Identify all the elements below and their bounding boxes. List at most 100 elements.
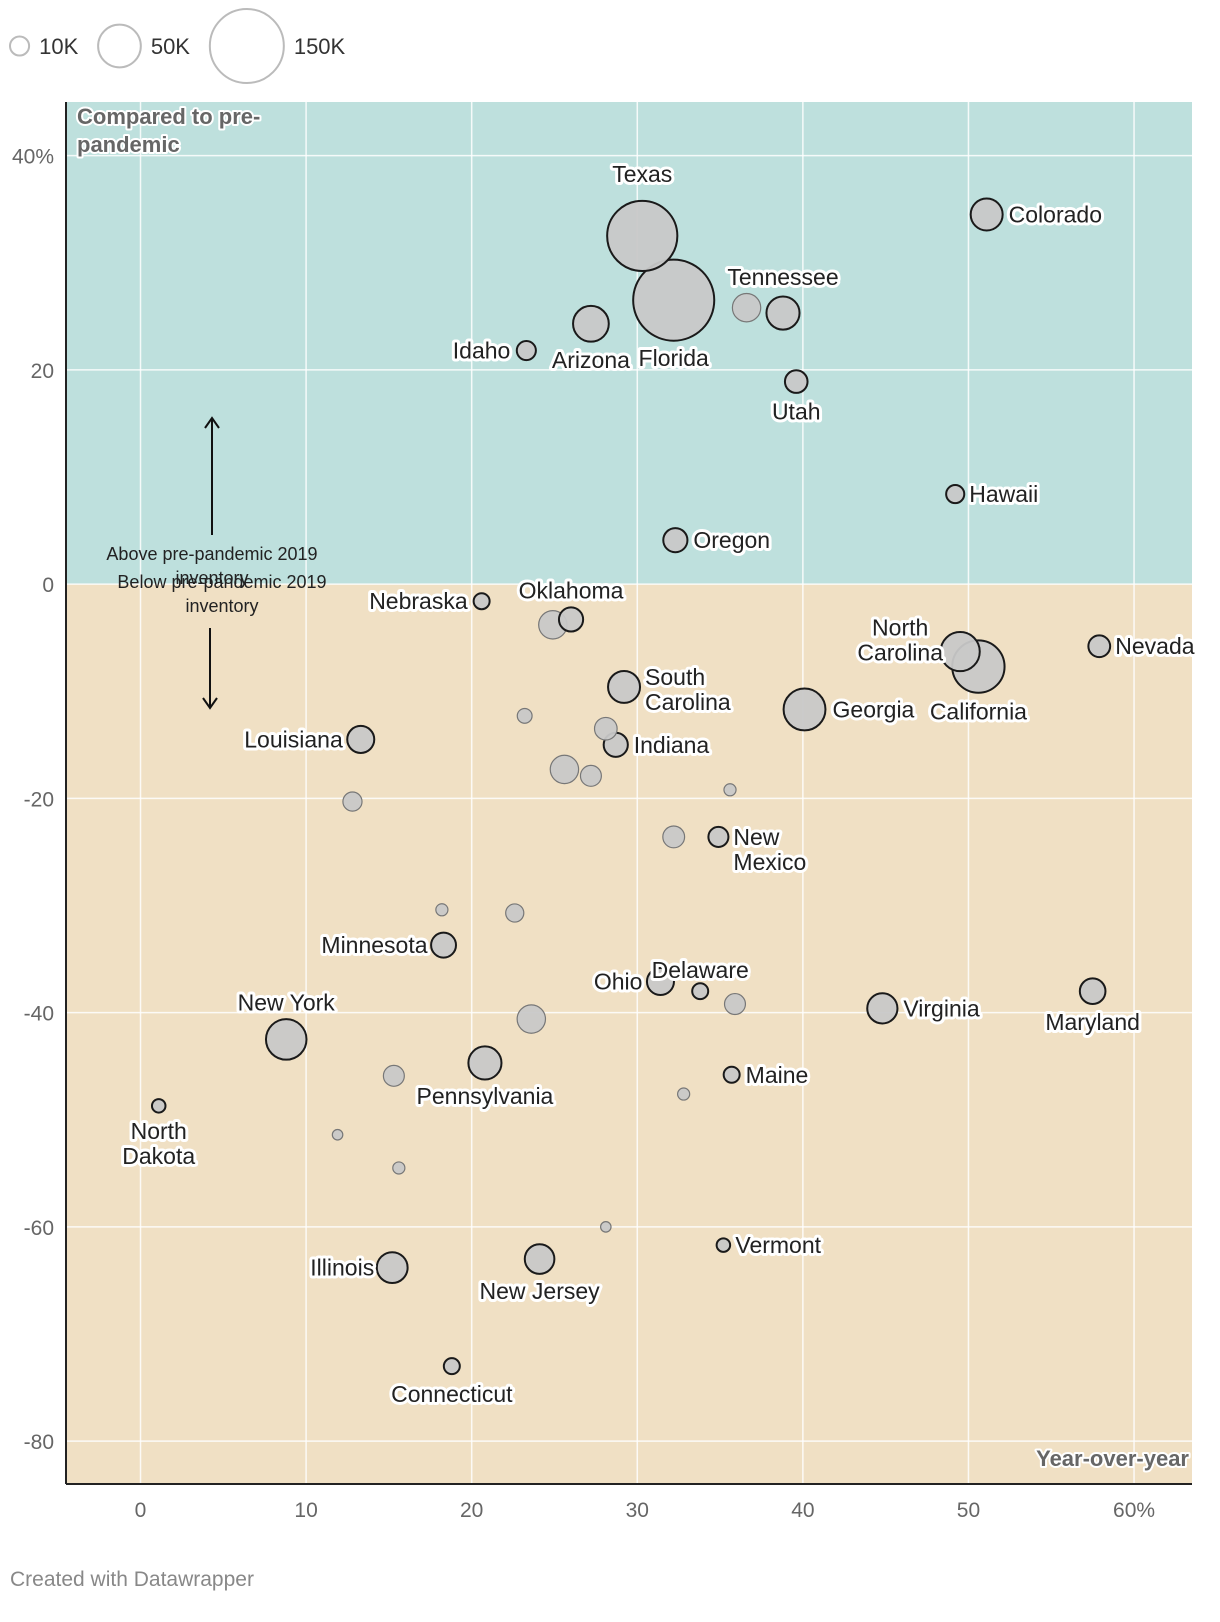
label-indiana: Indiana bbox=[634, 732, 710, 758]
label-tennessee: Tennessee bbox=[727, 264, 838, 290]
label-arizona: Arizona bbox=[552, 347, 630, 373]
label-texas: Texas bbox=[612, 161, 672, 187]
region-annotations: Above pre-pandemic 2019 inventory Below p… bbox=[106, 416, 327, 710]
legend-circle bbox=[8, 35, 31, 57]
scatter-chart: 10K 50K 150K 0 10 20 30 40 50 60% 40% 20 0 -20 -40 -60… bbox=[8, 8, 1197, 1522]
point-unlabeled bbox=[731, 292, 762, 323]
region-above bbox=[66, 102, 1192, 585]
point-maine bbox=[722, 1065, 741, 1084]
x-tick-label: 60% bbox=[1113, 1499, 1155, 1522]
point-unlabeled bbox=[382, 1064, 405, 1087]
point-vermont bbox=[715, 1237, 732, 1253]
point-utah bbox=[783, 369, 809, 394]
y-tick-label: 20 bbox=[31, 360, 54, 383]
label-north-carolina: North Carolina bbox=[857, 615, 943, 666]
point-pennsylvania bbox=[467, 1045, 503, 1081]
point-virginia bbox=[866, 992, 899, 1025]
y-axis-title: Compared to pre-pandemic bbox=[77, 104, 260, 157]
label-nevada: Nevada bbox=[1115, 633, 1194, 659]
x-tick-label: 40 bbox=[791, 1499, 814, 1522]
point-labels: Texas Florida Colorado Tennessee Idaho Arizon… bbox=[119, 158, 1197, 1410]
point-minnesota bbox=[430, 931, 457, 959]
axes bbox=[65, 102, 1192, 1485]
arrow-down-head bbox=[202, 697, 218, 710]
point-tennessee bbox=[765, 295, 801, 331]
y-tick-label: 0 bbox=[42, 574, 54, 597]
y-tick-label: 40% bbox=[12, 146, 54, 169]
label-minnesota: Minnesota bbox=[321, 932, 427, 958]
label-delaware: Delaware bbox=[652, 957, 749, 983]
y-tick-label: -60 bbox=[24, 1217, 54, 1240]
x-tick-label: 30 bbox=[626, 1499, 649, 1522]
point-unlabeled bbox=[516, 1004, 547, 1034]
point-unlabeled bbox=[579, 764, 602, 787]
label-georgia: Georgia bbox=[833, 696, 915, 722]
point-new-jersey bbox=[523, 1243, 556, 1275]
point-connecticut bbox=[442, 1357, 461, 1376]
y-tick-label: -20 bbox=[24, 788, 54, 811]
point-colorado bbox=[969, 197, 1004, 232]
grid-lines: 0 10 20 30 40 50 60% 40% 20 0 -20 -40 -60 -80 bbox=[12, 102, 1192, 1522]
below-annotation: Below pre-pandemic 2019 inventory bbox=[117, 572, 326, 616]
point-nevada bbox=[1087, 634, 1112, 659]
label-colorado: Colorado bbox=[1009, 201, 1102, 227]
label-maryland: Maryland bbox=[1045, 1009, 1140, 1035]
region-below bbox=[66, 584, 1192, 1484]
label-oklahoma: Oklahoma bbox=[519, 577, 624, 603]
x-tick-label: 0 bbox=[135, 1499, 147, 1522]
point-north-carolina bbox=[939, 631, 981, 673]
label-south-carolina: South Carolina bbox=[645, 664, 731, 715]
label-nebraska: Nebraska bbox=[369, 588, 468, 614]
point-texas bbox=[606, 199, 679, 273]
y-tick-label: -80 bbox=[24, 1431, 54, 1454]
label-oregon: Oregon bbox=[693, 527, 770, 553]
label-connecticut: Connecticut bbox=[391, 1381, 513, 1407]
label-ohio: Ohio bbox=[594, 969, 643, 995]
label-new-mexico: New Mexico bbox=[733, 824, 806, 875]
x-tick-label: 10 bbox=[294, 1499, 317, 1522]
point-unlabeled bbox=[599, 1221, 612, 1233]
label-vermont: Vermont bbox=[735, 1232, 821, 1258]
footer-credit[interactable]: Created with Datawrapper bbox=[10, 1568, 254, 1591]
point-unlabeled bbox=[331, 1128, 344, 1141]
point-oregon bbox=[662, 527, 689, 554]
label-virginia: Virginia bbox=[903, 995, 979, 1021]
chart-regions bbox=[66, 102, 1192, 1484]
point-unlabeled bbox=[549, 754, 580, 785]
label-california: California bbox=[930, 699, 1027, 725]
data-points bbox=[150, 197, 1112, 1376]
size-legend: 10K 50K 150K bbox=[8, 8, 346, 84]
point-unlabeled bbox=[516, 707, 533, 724]
point-ohio bbox=[645, 967, 675, 997]
label-maine: Maine bbox=[746, 1062, 809, 1088]
legend-label: 10K bbox=[39, 34, 78, 59]
point-idaho bbox=[515, 339, 537, 362]
label-louisiana: Louisiana bbox=[244, 726, 343, 752]
legend-label: 50K bbox=[151, 34, 190, 59]
point-unlabeled bbox=[677, 1087, 691, 1101]
point-hawaii bbox=[945, 484, 966, 505]
band-labels: Compared to pre-pandemic Year-over-year bbox=[75, 102, 1191, 1473]
point-louisiana bbox=[346, 724, 376, 754]
point-unlabeled bbox=[435, 903, 449, 917]
label-florida: Florida bbox=[639, 345, 710, 371]
point-unlabeled bbox=[723, 783, 737, 797]
point-north-dakota bbox=[150, 1098, 167, 1114]
point-unlabeled bbox=[392, 1161, 406, 1175]
legend-circle bbox=[97, 23, 142, 69]
point-oklahoma bbox=[557, 606, 585, 633]
point-nebraska bbox=[472, 592, 491, 611]
point-south-carolina bbox=[607, 669, 642, 704]
label-new-jersey: New Jersey bbox=[480, 1278, 601, 1304]
legend-circle bbox=[208, 8, 285, 84]
x-tick-label: 50 bbox=[957, 1499, 980, 1522]
point-new-mexico bbox=[707, 825, 730, 848]
point-florida bbox=[632, 258, 716, 342]
label-utah: Utah bbox=[772, 399, 821, 425]
label-new-york: New York bbox=[238, 989, 336, 1015]
point-unlabeled bbox=[505, 903, 525, 923]
label-idaho: Idaho bbox=[453, 338, 511, 364]
point-maryland bbox=[1078, 977, 1107, 1006]
label-hawaii: Hawaii bbox=[969, 481, 1038, 507]
above-annotation: Above pre-pandemic 2019 inventory bbox=[106, 544, 317, 588]
